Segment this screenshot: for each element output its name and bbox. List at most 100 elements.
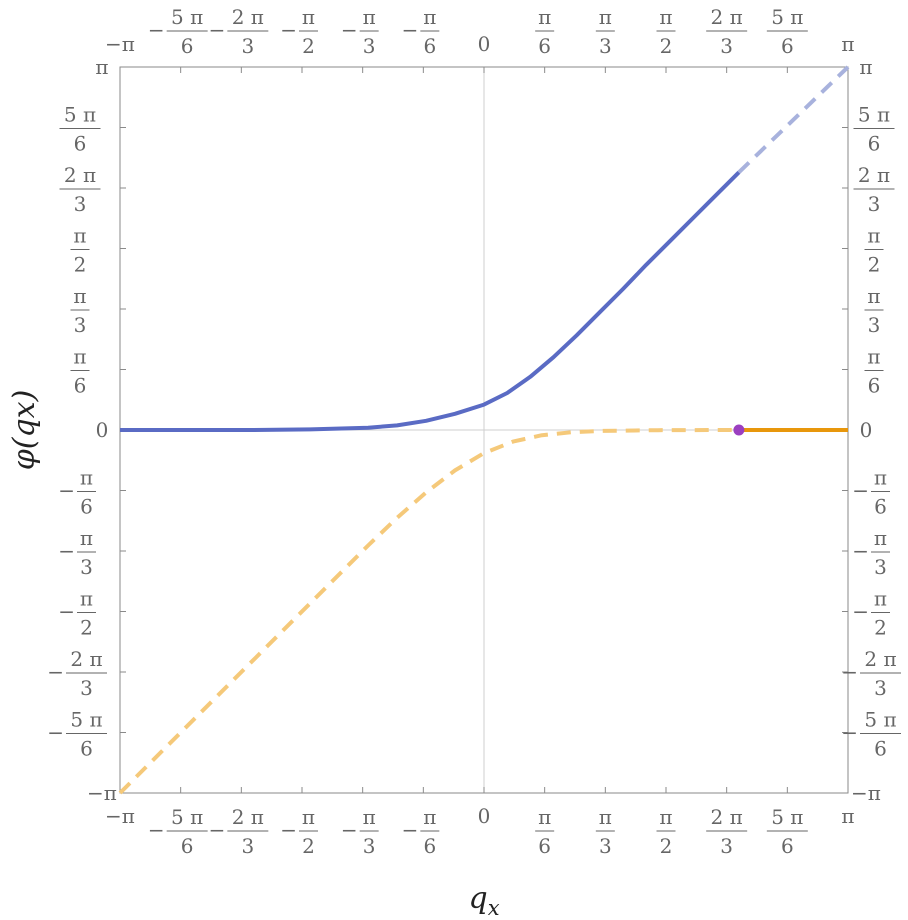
tick-numerator: 5 π — [864, 707, 896, 731]
x-tick-label-bottom: 0 — [478, 804, 491, 828]
tick-numerator: π — [302, 5, 315, 29]
tick-sign: − — [402, 18, 419, 42]
tick-value: 0 — [478, 804, 491, 828]
tick-sign: − — [841, 720, 858, 744]
y-tick-label-left: −π 3 — [58, 526, 96, 579]
x-tick-label-top: −2 π 3 — [209, 5, 269, 58]
y-tick-label-left: π3 — [70, 284, 90, 337]
tick-sign: − — [280, 18, 297, 42]
tick-numerator: 2 π — [232, 805, 264, 829]
y-tick-label-right: 0 — [860, 418, 873, 442]
y-tick-label-left: −π — [87, 781, 117, 805]
tick-denominator: 6 — [423, 834, 436, 858]
tick-numerator: π — [363, 5, 376, 29]
y-tick-label-right: π3 — [864, 284, 884, 337]
tick-numerator: π — [659, 805, 672, 829]
tick-numerator: π — [73, 284, 86, 308]
y-tick-label-left: −5 π 6 — [47, 707, 107, 760]
tick-value: −π — [105, 804, 135, 828]
tick-denominator: 2 — [74, 252, 87, 276]
tick-sign: − — [341, 18, 358, 42]
y-tick-label-right: π2 — [864, 223, 884, 276]
tick-numerator: 5 π — [171, 5, 203, 29]
tick-numerator: 2 π — [711, 5, 743, 29]
tick-denominator: 2 — [868, 252, 881, 276]
tick-numerator: π — [599, 5, 612, 29]
tick-denominator: 6 — [80, 495, 93, 519]
x-tick-label-bottom: π6 — [535, 805, 555, 858]
tick-sign: − — [852, 600, 869, 624]
x-tick-label-top: −π 2 — [280, 5, 318, 58]
y-tick-label-right: π6 — [864, 344, 884, 397]
tick-sign: − — [148, 18, 165, 42]
tick-value: π — [841, 32, 854, 56]
tick-sign: − — [852, 479, 869, 503]
y-tick-label-left: −π 2 — [58, 587, 96, 640]
tick-numerator: π — [599, 805, 612, 829]
tick-denominator: 2 — [302, 834, 315, 858]
tick-numerator: π — [874, 466, 887, 490]
tick-denominator: 2 — [660, 34, 673, 58]
tick-denominator: 6 — [538, 834, 551, 858]
tick-denominator: 6 — [74, 132, 87, 156]
x-tick-label-top: −π 6 — [402, 5, 440, 58]
tick-numerator: 2 π — [64, 163, 96, 187]
y-tick-label-left: 5 π6 — [59, 103, 101, 156]
x-tick-label-bottom: π2 — [656, 805, 676, 858]
tick-sign: − — [852, 539, 869, 563]
tick-numerator: π — [874, 587, 887, 611]
tick-numerator: 5 π — [858, 103, 890, 127]
tick-denominator: 6 — [868, 132, 881, 156]
y-tick-label-right: 2 π3 — [853, 163, 895, 216]
tick-value: −π — [851, 781, 881, 805]
series-line-2 — [737, 65, 850, 174]
tick-numerator: 5 π — [771, 5, 803, 29]
tick-numerator: π — [867, 223, 880, 247]
tick-denominator: 3 — [363, 34, 376, 58]
tick-denominator: 3 — [241, 34, 254, 58]
tick-value: 0 — [860, 418, 873, 442]
tick-denominator: 6 — [538, 34, 551, 58]
x-axis-title: qx — [468, 881, 499, 920]
tick-denominator: 3 — [720, 834, 733, 858]
y-tick-label-left: −π 6 — [58, 466, 96, 519]
tick-sign: − — [209, 18, 226, 42]
tick-denominator: 2 — [660, 834, 673, 858]
tick-sign: − — [402, 818, 419, 842]
y-axis-title: φ(qx) — [7, 390, 42, 471]
x-tick-label-top: π6 — [535, 5, 555, 58]
tick-denominator: 2 — [80, 616, 93, 640]
x-tick-label-top: 0 — [478, 32, 491, 56]
tick-denominator: 3 — [241, 834, 254, 858]
tick-denominator: 6 — [74, 373, 87, 397]
tick-denominator: 3 — [868, 192, 881, 216]
y-tick-label-right: −5 π 6 — [841, 707, 901, 760]
x-tick-label-bottom: −π 3 — [341, 805, 379, 858]
x-tick-label-top: −π 3 — [341, 5, 379, 58]
tick-value: 0 — [96, 418, 109, 442]
tick-denominator: 3 — [74, 192, 87, 216]
tick-numerator: 2 π — [864, 647, 896, 671]
tick-sign: − — [58, 479, 75, 503]
y-tick-label-right: 5 π6 — [853, 103, 895, 156]
tick-denominator: 3 — [868, 313, 881, 337]
tick-denominator: 3 — [874, 555, 887, 579]
tick-numerator: π — [80, 526, 93, 550]
x-tick-label-top: 2 π3 — [706, 5, 748, 58]
tick-denominator: 3 — [363, 834, 376, 858]
tick-denominator: 3 — [599, 34, 612, 58]
tick-sign: − — [280, 818, 297, 842]
tick-numerator: π — [73, 223, 86, 247]
y-tick-label-right: −π — [851, 781, 881, 805]
tick-denominator: 3 — [80, 555, 93, 579]
tick-sign: − — [58, 539, 75, 563]
tick-numerator: π — [302, 805, 315, 829]
tick-numerator: π — [73, 344, 86, 368]
tick-numerator: π — [80, 466, 93, 490]
tick-numerator: 5 π — [64, 103, 96, 127]
tick-sign: − — [47, 660, 64, 684]
tick-denominator: 6 — [423, 34, 436, 58]
tick-numerator: π — [80, 587, 93, 611]
tick-denominator: 2 — [874, 616, 887, 640]
